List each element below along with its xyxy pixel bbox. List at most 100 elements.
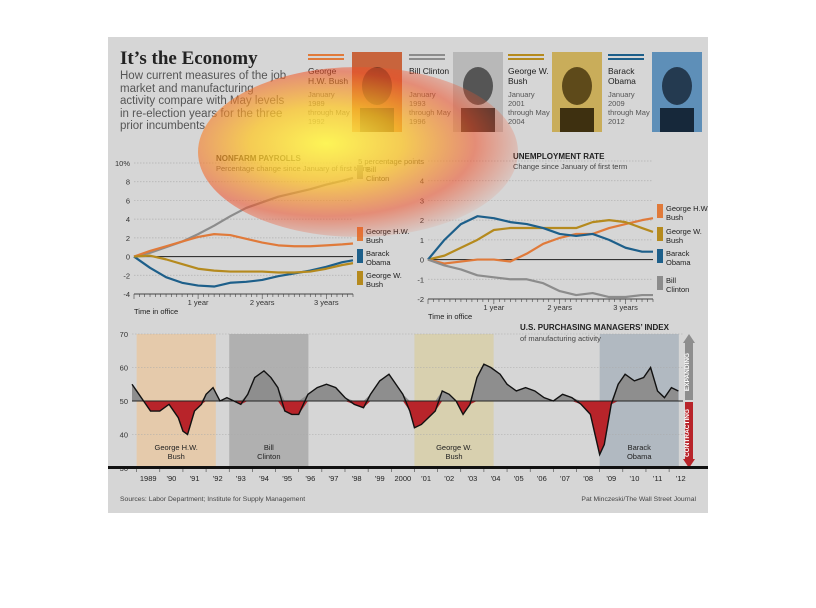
contracting-arrow bbox=[685, 402, 693, 460]
chart-title: NONFARM PAYROLLS bbox=[216, 154, 302, 163]
x-axis-label: Time in office bbox=[134, 307, 178, 316]
legend-swatch bbox=[357, 165, 363, 179]
y-tick-label: -2 bbox=[417, 295, 424, 304]
legend-swatch bbox=[308, 58, 344, 60]
x-tick-label: ’01 bbox=[421, 474, 431, 483]
term-label: Clinton bbox=[257, 452, 280, 461]
president-dates: January 2009 through May 2012 bbox=[608, 90, 650, 126]
legend-swatch bbox=[357, 249, 363, 263]
legend-swatch bbox=[657, 227, 663, 241]
x-tick-label: ’12 bbox=[676, 474, 686, 483]
chart-title: U.S. PURCHASING MANAGERS’ INDEX bbox=[520, 323, 670, 332]
chart-title: UNEMPLOYMENT RATE bbox=[513, 152, 605, 161]
portrait-image bbox=[652, 52, 702, 132]
y-tick-label: 4 bbox=[420, 177, 424, 186]
y-tick-label: 0 bbox=[126, 253, 130, 262]
y-tick-label: 8 bbox=[126, 178, 130, 187]
legend-label: Clinton bbox=[666, 285, 689, 294]
x-tick-label: ’94 bbox=[259, 474, 269, 483]
series-line bbox=[133, 255, 354, 288]
term-label: George H.W. bbox=[155, 443, 198, 452]
legend-swatch bbox=[409, 54, 445, 56]
y-tick-label: -2 bbox=[123, 271, 130, 280]
x-tick-label: ’03 bbox=[467, 474, 477, 483]
infographic: It’s the Economy How current measures of… bbox=[108, 37, 708, 513]
y-tick-label: 2 bbox=[420, 216, 424, 225]
legend-label: Barack bbox=[666, 249, 690, 258]
y-tick-label: 40 bbox=[120, 431, 128, 440]
x-tick-label: ’90 bbox=[166, 474, 176, 483]
term-label: Obama bbox=[627, 452, 652, 461]
portrait-image bbox=[552, 52, 602, 132]
x-tick-label: 3 years bbox=[314, 298, 339, 307]
x-tick-label: ’91 bbox=[190, 474, 200, 483]
x-tick-label: 3 years bbox=[613, 303, 638, 312]
legend-label: Bush bbox=[666, 213, 683, 222]
legend-label: Obama bbox=[666, 258, 691, 267]
y-tick-label: 3 bbox=[420, 196, 424, 205]
legend-label: Obama bbox=[366, 258, 391, 267]
y-tick-label: -1 bbox=[417, 275, 424, 284]
x-tick-label: ’05 bbox=[514, 474, 524, 483]
y-tick-label: -4 bbox=[123, 290, 130, 299]
legend-label: George W. bbox=[666, 227, 702, 236]
x-tick-label: ’02 bbox=[444, 474, 454, 483]
y-tick-label: 70 bbox=[120, 330, 128, 339]
legend-label: Bush bbox=[666, 236, 683, 245]
legend-swatch bbox=[357, 271, 363, 285]
x-tick-label: ’04 bbox=[490, 474, 500, 483]
legend-swatch bbox=[608, 54, 644, 56]
x-tick-label: ’09 bbox=[606, 474, 616, 483]
contracting-arrow-head bbox=[683, 459, 695, 468]
x-tick-label: 1989 bbox=[140, 474, 157, 483]
y-tick-label: 6 bbox=[126, 196, 130, 205]
expanding-arrow-head bbox=[683, 334, 695, 343]
x-tick-label: ’99 bbox=[375, 474, 385, 483]
charts-canvas: -4 -2 0 2 4 6 8 10% 1 year 2 years 3 years Time in … bbox=[115, 152, 708, 483]
series-line bbox=[133, 233, 354, 258]
legend-swatch bbox=[357, 227, 363, 241]
legend-label: Bush bbox=[366, 236, 383, 245]
legend-label: George H.W. bbox=[666, 204, 708, 213]
x-tick-label: ’10 bbox=[629, 474, 639, 483]
term-label: Bill bbox=[264, 443, 274, 452]
term-label: Bush bbox=[168, 452, 185, 461]
y-tick-label: 50 bbox=[120, 397, 128, 406]
legend-swatch bbox=[508, 54, 544, 56]
legend-label: George W. bbox=[366, 271, 402, 280]
term-label: Barack bbox=[628, 443, 652, 452]
x-tick-label: ’98 bbox=[352, 474, 362, 483]
x-tick-label: 2 years bbox=[250, 298, 275, 307]
series-line bbox=[133, 254, 354, 274]
y-tick-label: 0 bbox=[420, 256, 424, 265]
pmi-line bbox=[131, 363, 679, 457]
expanding-area bbox=[132, 364, 679, 401]
term-label: George W. bbox=[436, 443, 472, 452]
sources-note: Sources: Labor Department; Institute for… bbox=[120, 496, 306, 503]
divider-line bbox=[108, 466, 708, 469]
legend-label: Bush bbox=[366, 280, 383, 289]
y-tick-label: 5 percentage points bbox=[358, 157, 424, 166]
legend-label: Bill bbox=[666, 276, 676, 285]
chart-subtitle: Percentage change since January of first… bbox=[216, 164, 369, 173]
x-tick-label: 1 year bbox=[483, 303, 504, 312]
x-tick-label: 1 year bbox=[188, 298, 209, 307]
legend-swatch bbox=[657, 276, 663, 290]
expanding-label: EXPANDING bbox=[684, 353, 691, 391]
y-tick-label: 10% bbox=[115, 159, 130, 168]
credit-note: Pat Minczeski/The Wall Street Journal bbox=[581, 496, 696, 503]
president-card-w-bush: George W. Bush January 2001 through May … bbox=[506, 52, 604, 148]
x-tick-label: ’06 bbox=[537, 474, 547, 483]
president-card-obama: Barack Obama January 2009 through May 20… bbox=[606, 52, 704, 148]
y-tick-label: 2 bbox=[126, 234, 130, 243]
legend-label: Clinton bbox=[366, 174, 389, 183]
series-line bbox=[427, 215, 653, 261]
legend-label: George H.W. bbox=[366, 227, 409, 236]
contracting-area bbox=[132, 401, 679, 455]
series-line bbox=[427, 217, 654, 265]
legend-label: Barack bbox=[366, 249, 390, 258]
legend-swatch bbox=[308, 54, 344, 56]
y-tick-label: 1 bbox=[420, 236, 424, 245]
y-tick-label: 4 bbox=[126, 215, 130, 224]
legend-label: Bill bbox=[366, 165, 376, 174]
